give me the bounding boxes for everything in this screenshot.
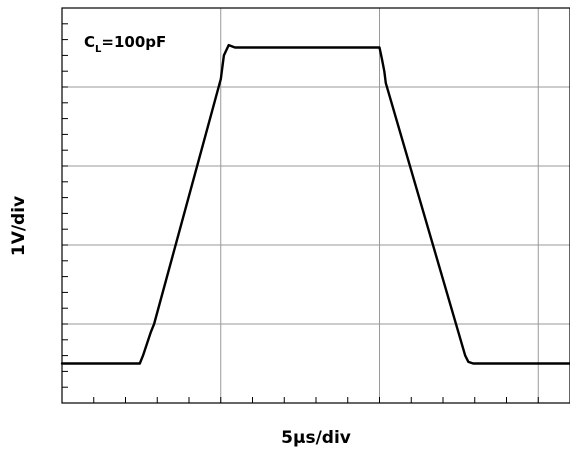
capacitance-subscript: L xyxy=(95,44,102,55)
plot-frame xyxy=(61,7,570,404)
axis-ticks xyxy=(62,23,539,403)
voltage-trace xyxy=(60,43,570,365)
capacitance-label: CL=100pF xyxy=(84,33,166,55)
y-axis-label: 1V/div xyxy=(9,196,29,256)
capacitance-value: =100pF xyxy=(101,33,166,51)
capacitance-symbol: C xyxy=(84,33,95,51)
grid-lines xyxy=(62,8,570,403)
x-axis-label: 5µs/div xyxy=(281,428,351,448)
